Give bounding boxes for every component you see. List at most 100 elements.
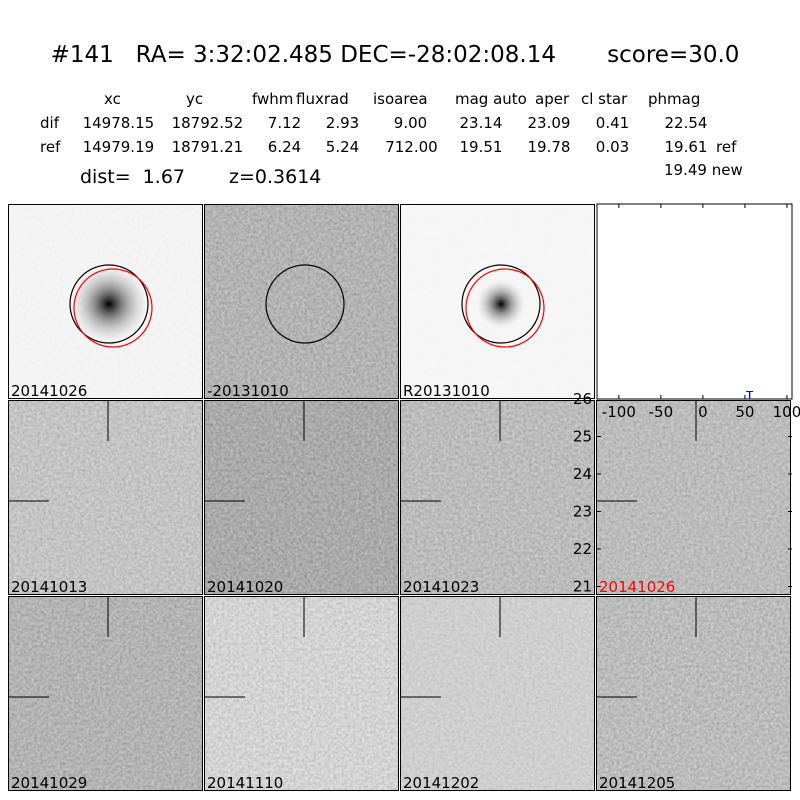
cell-value: 14979.19 (82, 138, 155, 156)
source-blob (71, 266, 147, 342)
column-header: fwhm (252, 90, 294, 108)
upper-limit-arrow (764, 418, 772, 425)
stamp-epoch: 20141023 (400, 400, 595, 595)
data-point (631, 440, 640, 449)
stamp-date-label: 20141023 (403, 578, 480, 595)
ref-aperture-circle (73, 268, 153, 348)
figure-title: #141 RA= 3:32:02.485 DEC=-28:02:08.14 sc… (50, 42, 740, 68)
cell-value: 23.14 (459, 114, 503, 132)
data-point (774, 490, 783, 499)
stamp-epoch: 20141026 (596, 400, 791, 595)
stamp-epoch: 20141020 (204, 400, 399, 595)
stamp-diff: -20131010 (204, 204, 399, 399)
cell-value: 18791.21 (171, 138, 244, 156)
data-point (743, 504, 752, 513)
new-mag: 19.49 new (664, 161, 743, 179)
cell-value: 19.78 (527, 138, 571, 156)
y-tick-label: 23 (573, 503, 592, 521)
x-tick-label: 100 (773, 403, 800, 421)
data-point (675, 413, 684, 422)
aperture-circle (265, 264, 345, 344)
y-tick-label: 26 (573, 390, 592, 408)
data-point (639, 501, 648, 510)
column-header: yc (186, 90, 204, 108)
cell-value: 9.00 (393, 114, 428, 132)
stamp-epoch: 20141205 (596, 596, 791, 791)
stamp-date-label: 20141202 (403, 774, 480, 791)
stamp-image-ref-small: R20131010 (400, 204, 595, 399)
cell-value: 6.24 (267, 138, 302, 156)
x-tick-label: 0 (698, 403, 708, 421)
column-header: isoarea (373, 90, 428, 108)
stamp-date-label: 20141110 (207, 774, 284, 791)
stamp-date-label: 20141029 (11, 774, 88, 791)
x-tick-label: -100 (602, 403, 636, 421)
data-point (688, 413, 697, 422)
stamp-epoch: 20141013 (8, 400, 203, 595)
cell-value: 22.54 (664, 114, 708, 132)
stamp-date-label: 20141026 (11, 382, 88, 399)
data-point (677, 488, 686, 497)
data-point (764, 413, 773, 422)
data-point (750, 458, 759, 467)
data-point (672, 515, 681, 524)
stamp-epoch: 20141202 (400, 596, 595, 791)
cell-value: 0.03 (595, 138, 630, 156)
cell-value: 0.41 (595, 114, 630, 132)
cell-value: 7.12 (267, 114, 302, 132)
data-point (702, 481, 711, 490)
stamp-date-label: 20141205 (599, 774, 676, 791)
x-tick-label: -50 (649, 403, 674, 421)
plot-area (596, 203, 793, 400)
stamp-date-label: 20141013 (11, 578, 88, 595)
data-point (783, 571, 792, 580)
column-header: xc (104, 90, 121, 108)
stamp-date-label: R20131010 (403, 382, 490, 399)
data-point (697, 440, 706, 449)
ref-aperture-circle (465, 268, 545, 348)
cell-value: 19.61 (664, 138, 708, 156)
column-header: mag auto (455, 90, 527, 108)
cell-value: 18792.52 (171, 114, 244, 132)
dist-value: dist= 1.67 (80, 166, 185, 188)
redshift-value: z=0.3614 (229, 166, 322, 188)
stamp-epoch: 20141029 (8, 596, 203, 791)
data-point (771, 456, 780, 465)
upper-limit-arrow (688, 418, 696, 425)
y-tick-label: 21 (573, 578, 592, 596)
cell-value: 23.09 (527, 114, 571, 132)
row-label: ref (40, 138, 61, 156)
y-tick-label: 25 (573, 428, 592, 446)
stamp-epoch: 20141110 (204, 596, 399, 791)
y-tick-label: 22 (573, 540, 592, 558)
data-point (734, 511, 743, 520)
cell-value: 14978.15 (82, 114, 155, 132)
row-suffix: ref (716, 138, 737, 156)
data-point (712, 518, 721, 527)
stamp-image-ref: 20141026 (8, 204, 203, 399)
data-point (694, 460, 703, 469)
aperture-circle (461, 264, 541, 344)
data-point (749, 511, 758, 520)
data-point (679, 477, 688, 486)
cell-value: 712.00 (385, 138, 438, 156)
stamp-date-label: -20131010 (207, 382, 289, 399)
cell-value: 2.93 (325, 114, 360, 132)
stamp-date-label: 20141020 (207, 578, 284, 595)
column-header: aper (535, 90, 570, 108)
upper-limit-arrow (675, 418, 683, 425)
x-tick-label: 50 (735, 403, 754, 421)
column-header: phmag (648, 90, 701, 108)
data-point (739, 466, 748, 475)
aperture-circle (69, 264, 149, 344)
row-label: dif (40, 114, 59, 132)
cell-value: 5.24 (325, 138, 360, 156)
source-blob (477, 280, 525, 328)
column-header: fluxrad (296, 90, 349, 108)
cell-value: 19.51 (459, 138, 503, 156)
data-point (653, 506, 662, 515)
stamp-date-label: 20141026 (599, 578, 676, 595)
data-point (699, 524, 708, 533)
column-header: cl star (581, 90, 628, 108)
